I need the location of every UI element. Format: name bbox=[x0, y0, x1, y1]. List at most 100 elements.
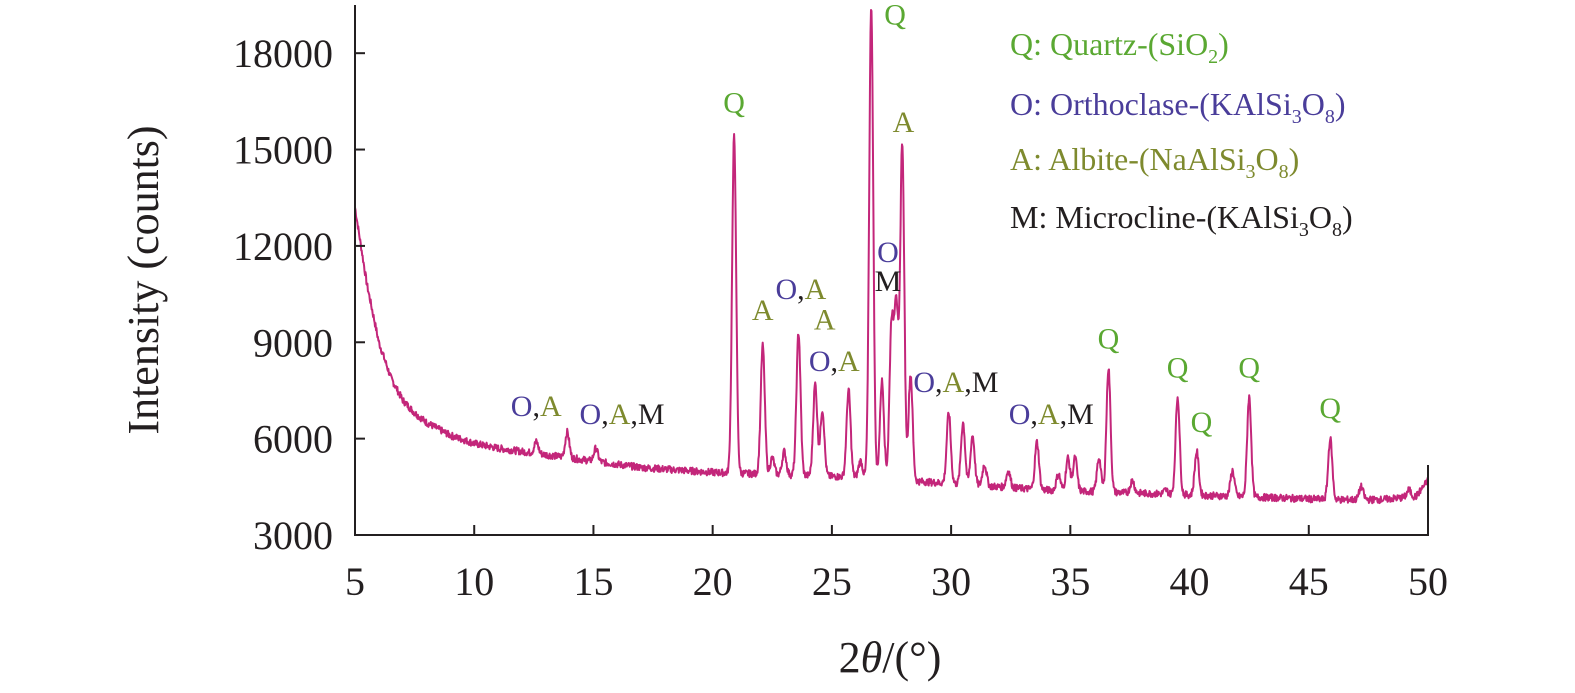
peak-label-part: A bbox=[805, 273, 827, 306]
y-tick-label: 9000 bbox=[253, 320, 333, 365]
x-tick-label: 25 bbox=[812, 559, 852, 604]
legend-entry-part: O: Orthoclase-(KAlSi bbox=[1010, 86, 1292, 122]
peak-label-part: , bbox=[532, 390, 540, 423]
peak-label: Q bbox=[1319, 392, 1341, 425]
legend: Q: Quartz-(SiO2)O: Orthoclase-(KAlSi3O8)… bbox=[1010, 26, 1353, 241]
peak-label-part: , bbox=[831, 345, 839, 378]
peak-label: O,A bbox=[511, 390, 562, 423]
peak-label: Q bbox=[1098, 323, 1120, 356]
peak-label: M bbox=[875, 265, 902, 298]
x-axis-title-prefix: 2 bbox=[839, 633, 861, 682]
peak-label: A bbox=[752, 294, 774, 327]
peak-label-part: ,M bbox=[964, 366, 998, 399]
legend-entry-part: ) bbox=[1342, 199, 1353, 235]
peak-label-part: Q bbox=[884, 0, 906, 31]
peak-label-part: A bbox=[893, 106, 915, 139]
peak-label-part: O bbox=[775, 273, 797, 306]
legend-entry-part: 3 bbox=[1292, 106, 1302, 128]
legend-entry-part: M: Microcline-(KAlSi bbox=[1010, 199, 1299, 235]
legend-entry-part: 8 bbox=[1279, 161, 1289, 183]
axes bbox=[354, 5, 1429, 536]
x-tick-label: 40 bbox=[1170, 559, 1210, 604]
peak-label-part: A bbox=[814, 303, 836, 336]
peak-label-part: O bbox=[809, 345, 831, 378]
x-axis-title: 2θ/(°) bbox=[839, 633, 942, 682]
legend-entry-a: A: Albite-(NaAlSi3O8) bbox=[1010, 141, 1299, 183]
peak-label-part: Q bbox=[723, 87, 745, 120]
peak-label-part: A bbox=[540, 390, 562, 423]
legend-entry-part: 8 bbox=[1332, 219, 1342, 241]
y-tick-label: 12000 bbox=[233, 224, 333, 269]
peak-label-part: A bbox=[943, 366, 965, 399]
peak-label-part: ,M bbox=[630, 398, 664, 431]
legend-entry-part: 2 bbox=[1208, 46, 1218, 68]
peak-label: O,A,M bbox=[580, 398, 665, 431]
peak-label-part: Q bbox=[1167, 352, 1189, 385]
peak-label: O,A bbox=[809, 345, 860, 378]
peak-label-part: , bbox=[1030, 398, 1038, 431]
y-tick-label: 18000 bbox=[233, 31, 333, 76]
peak-label-part: O bbox=[877, 236, 899, 269]
legend-entry-part: ) bbox=[1218, 26, 1229, 62]
legend-entry-part: A: Albite-(NaAlSi bbox=[1010, 141, 1246, 177]
legend-entry-part: Q: Quartz-(SiO bbox=[1010, 26, 1208, 62]
peak-label: Q bbox=[723, 87, 745, 120]
x-tick-label: 15 bbox=[573, 559, 613, 604]
legend-entry-m: M: Microcline-(KAlSi3O8) bbox=[1010, 199, 1353, 241]
peak-label-part: ,M bbox=[1060, 398, 1094, 431]
x-tick-label: 20 bbox=[693, 559, 733, 604]
y-tick-label: 3000 bbox=[253, 513, 333, 558]
peak-label-part: A bbox=[752, 294, 774, 327]
y-axis-title: Intensity (counts) bbox=[119, 125, 168, 434]
peak-label-part: Q bbox=[1191, 406, 1213, 439]
peak-label: Q bbox=[1238, 352, 1260, 385]
legend-entry-part: ) bbox=[1335, 86, 1346, 122]
peak-label: Q bbox=[1191, 406, 1213, 439]
peak-label: Q bbox=[1167, 352, 1189, 385]
peak-label: O,A,M bbox=[913, 366, 998, 399]
peak-label-part: O bbox=[913, 366, 935, 399]
peak-label-part: A bbox=[838, 345, 860, 378]
legend-entry-part: O bbox=[1302, 86, 1325, 122]
plot-area bbox=[354, 9, 1429, 505]
peak-label-part: O bbox=[511, 390, 533, 423]
legend-entry-part: O bbox=[1256, 141, 1279, 177]
x-tick-label: 35 bbox=[1050, 559, 1090, 604]
legend-entry-q: Q: Quartz-(SiO2) bbox=[1010, 26, 1229, 68]
legend-entry-part: 3 bbox=[1299, 219, 1309, 241]
peak-label-part: A bbox=[1038, 398, 1060, 431]
x-axis-title-suffix: /(°) bbox=[882, 633, 941, 682]
x-tick-label: 30 bbox=[931, 559, 971, 604]
legend-entry-part: 8 bbox=[1325, 106, 1335, 128]
peak-label-part: Q bbox=[1319, 392, 1341, 425]
legend-entry-part: ) bbox=[1289, 141, 1300, 177]
peak-label-part: , bbox=[797, 273, 805, 306]
x-tick-label: 50 bbox=[1408, 559, 1448, 604]
peak-label-part: O bbox=[1009, 398, 1031, 431]
axis-frame bbox=[354, 5, 1429, 536]
peak-label-part: M bbox=[875, 265, 902, 298]
x-tick-label: 10 bbox=[454, 559, 494, 604]
legend-entry-o: O: Orthoclase-(KAlSi3O8) bbox=[1010, 86, 1345, 128]
peak-label: Q bbox=[884, 0, 906, 31]
legend-entry-part: O bbox=[1309, 199, 1332, 235]
diffraction-line bbox=[354, 9, 1429, 505]
peak-label-part: Q bbox=[1098, 323, 1120, 356]
peak-label-part: , bbox=[601, 398, 609, 431]
x-axis-title-symbol: θ bbox=[861, 633, 883, 682]
y-tick-label: 15000 bbox=[233, 128, 333, 173]
peak-label: O,A,M bbox=[1009, 398, 1094, 431]
peak-label: A bbox=[814, 303, 836, 336]
peak-label: O bbox=[877, 236, 899, 269]
peak-label: A bbox=[893, 106, 915, 139]
legend-entry-part: 3 bbox=[1246, 161, 1256, 183]
peak-label-part: O bbox=[580, 398, 602, 431]
x-tick-label: 5 bbox=[345, 559, 365, 604]
peak-label: O,A bbox=[775, 273, 826, 306]
x-tick-label: 45 bbox=[1289, 559, 1329, 604]
y-tick-label: 6000 bbox=[253, 417, 333, 462]
ticks: 5 10 15 20 25 30 35 40 45 50 3000 6000 9000 12000 1500… bbox=[233, 31, 1448, 604]
peak-label-part: A bbox=[609, 398, 631, 431]
